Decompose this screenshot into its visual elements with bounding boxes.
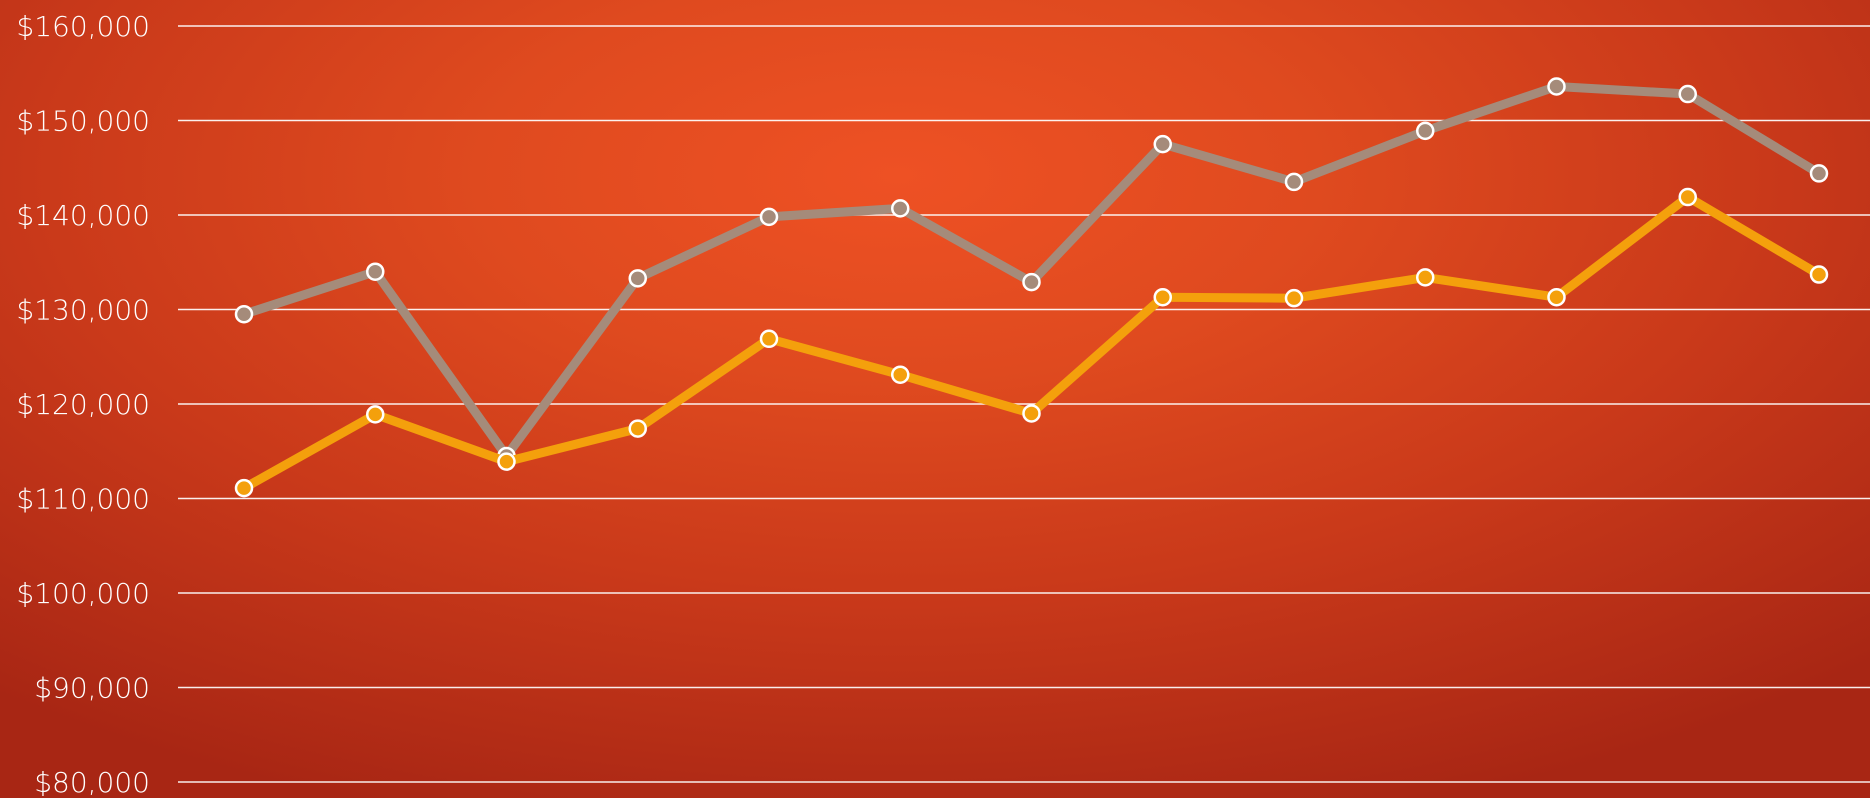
- y-tick-label: $100,000: [16, 577, 150, 610]
- series-line: [239, 192, 1824, 493]
- data-point: [628, 269, 647, 288]
- data-point: [1809, 164, 1829, 183]
- data-point: [1809, 265, 1829, 284]
- data-point: [891, 365, 910, 384]
- data-point: [628, 419, 647, 438]
- data-point: [1678, 84, 1697, 104]
- y-tick-label: $110,000: [16, 483, 150, 516]
- data-point: [1022, 272, 1041, 292]
- data-point: [1153, 134, 1172, 154]
- data-point: [759, 329, 779, 349]
- data-point: [891, 199, 910, 218]
- y-tick-label: $90,000: [34, 672, 150, 705]
- y-tick-label: $130,000: [16, 294, 150, 327]
- data-point: [759, 207, 779, 227]
- series-2: [234, 187, 1829, 498]
- data-point: [1153, 287, 1172, 307]
- data-point: [1547, 287, 1566, 307]
- data-point: [1416, 268, 1435, 287]
- data-point: [234, 478, 254, 498]
- y-tick-label: $140,000: [16, 199, 150, 232]
- data-point: [1678, 187, 1697, 207]
- y-tick-label: $80,000: [34, 766, 150, 798]
- y-tick-label: $120,000: [16, 388, 150, 421]
- y-tick-label: $160,000: [16, 10, 150, 43]
- data-point: [1022, 404, 1041, 423]
- series-layer: [234, 77, 1829, 498]
- data-point: [1547, 77, 1566, 96]
- series-line: [239, 82, 1824, 461]
- data-point: [366, 262, 385, 281]
- data-point: [234, 304, 254, 324]
- data-point: [1284, 172, 1304, 192]
- y-tick-label: $150,000: [16, 105, 150, 138]
- data-point: [366, 405, 385, 424]
- y-axis-tick-labels: $80,000 $90,000 $100,000 $110,000 $120,000 $1…: [16, 10, 150, 798]
- data-point: [1284, 288, 1304, 308]
- gridlines: [178, 25, 1870, 783]
- data-point: [497, 452, 516, 471]
- data-point: [1416, 121, 1435, 141]
